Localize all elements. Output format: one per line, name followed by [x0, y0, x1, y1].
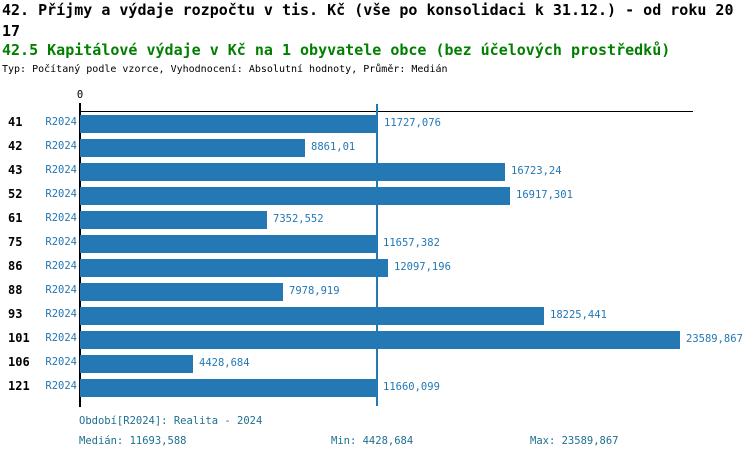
- bar: [80, 115, 378, 133]
- x-axis-zero-tick-label: 0: [76, 89, 84, 101]
- row-category-label: 42: [8, 139, 23, 153]
- bar: [80, 163, 505, 181]
- row-period-label: R2024: [45, 188, 77, 200]
- row-category-label: 52: [8, 187, 23, 201]
- bar: [80, 355, 193, 373]
- bar-value-label: 23589,867: [686, 333, 743, 345]
- bar-value-label: 18225,441: [550, 309, 607, 321]
- row-period-label: R2024: [45, 356, 77, 368]
- bar-value-label: 16917,301: [516, 189, 573, 201]
- bar: [80, 307, 544, 325]
- row-category-label: 106: [8, 355, 30, 369]
- row-period-label: R2024: [45, 260, 77, 272]
- chart-subtitle-indicator: 42.5 Kapitálové výdaje v Kč na 1 obyvate…: [2, 41, 671, 59]
- bar: [80, 259, 388, 277]
- row-period-label: R2024: [45, 284, 77, 296]
- row-period-label: R2024: [45, 212, 77, 224]
- footer-median-stat: Medián: 11693,588: [79, 435, 187, 447]
- bar: [80, 139, 305, 157]
- bar: [80, 283, 283, 301]
- bar: [80, 379, 377, 397]
- bar: [80, 331, 680, 349]
- bar-value-label: 4428,684: [199, 357, 250, 369]
- row-category-label: 61: [8, 211, 23, 225]
- y-axis-line: [79, 103, 81, 407]
- bar-value-label: 8861,01: [311, 141, 356, 153]
- bar-value-label: 11727,076: [384, 117, 441, 129]
- bar-value-label: 11657,382: [383, 237, 440, 249]
- chart-meta-line: Typ: Počítaný podle vzorce, Vyhodnocení:…: [2, 64, 448, 75]
- row-category-label: 86: [8, 259, 23, 273]
- row-period-label: R2024: [45, 236, 77, 248]
- row-period-label: R2024: [45, 140, 77, 152]
- chart-title-line1-overflow: 17: [2, 22, 21, 40]
- row-category-label: 121: [8, 379, 30, 393]
- footer-max-stat: Max: 23589,867: [530, 435, 619, 447]
- row-category-label: 41: [8, 115, 23, 129]
- row-period-label: R2024: [45, 116, 77, 128]
- bar: [80, 211, 267, 229]
- footer-period-info: Období[R2024]: Realita - 2024: [79, 415, 263, 427]
- row-period-label: R2024: [45, 164, 77, 176]
- row-category-label: 93: [8, 307, 23, 321]
- row-category-label: 75: [8, 235, 23, 249]
- footer-min-stat: Min: 4428,684: [331, 435, 414, 447]
- bar-value-label: 12097,196: [394, 261, 451, 273]
- row-category-label: 101: [8, 331, 30, 345]
- median-reference-line: [376, 104, 378, 406]
- bar-value-label: 11660,099: [383, 381, 440, 393]
- bar-value-label: 7352,552: [273, 213, 324, 225]
- row-period-label: R2024: [45, 380, 77, 392]
- bar: [80, 187, 510, 205]
- chart-title-line1: 42. Příjmy a výdaje rozpočtu v tis. Kč (…: [2, 1, 734, 19]
- row-category-label: 43: [8, 163, 23, 177]
- x-axis-line: [80, 111, 693, 112]
- row-period-label: R2024: [45, 332, 77, 344]
- row-period-label: R2024: [45, 308, 77, 320]
- bar-value-label: 7978,919: [289, 285, 340, 297]
- bar-value-label: 16723,24: [511, 165, 562, 177]
- row-category-label: 88: [8, 283, 23, 297]
- bar: [80, 235, 377, 253]
